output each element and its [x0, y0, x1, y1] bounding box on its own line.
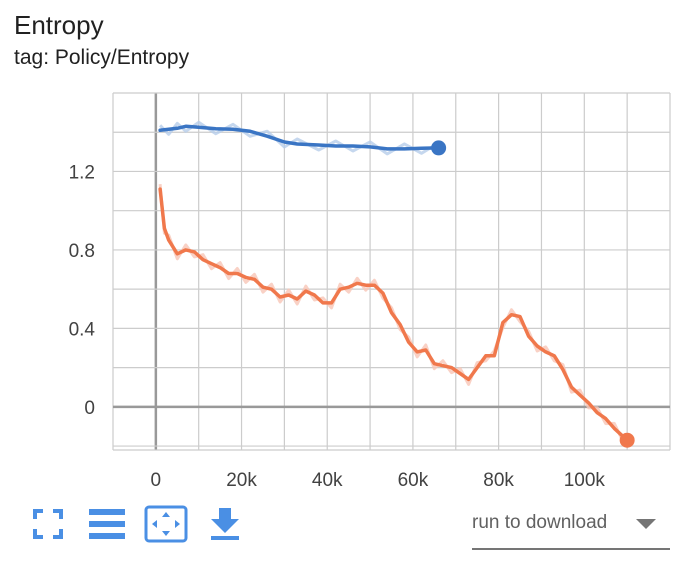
chart-title: Entropy — [14, 10, 104, 40]
chevron-down-icon — [636, 519, 656, 529]
download-icon — [211, 508, 239, 540]
x-tick-label: 40k — [312, 470, 343, 491]
download-button[interactable] — [203, 504, 247, 544]
entropy-line-chart: 0 20k 40k 60k 80k 100k 0 0.4 0.8 1.2 — [69, 92, 671, 491]
series-end-point — [431, 140, 447, 156]
x-tick-label: 20k — [226, 470, 257, 491]
fullscreen-button[interactable] — [26, 504, 70, 544]
toggle-legend-button[interactable] — [85, 504, 129, 544]
x-tick-label: 60k — [398, 470, 429, 491]
y-tick-label: 1.2 — [69, 162, 95, 183]
x-tick-label: 100k — [564, 470, 606, 491]
x-tick-label: 0 — [151, 470, 162, 491]
series-line — [158, 124, 441, 151]
legend-list-icon — [89, 509, 125, 539]
run-select-value: run to download — [472, 512, 608, 533]
series-end-point — [619, 432, 635, 448]
chart-tag-subtitle: tag: Policy/Entropy — [14, 46, 190, 69]
chart-toolbar — [26, 504, 262, 544]
x-tick-label: 80k — [483, 470, 514, 491]
run-to-download-select[interactable]: run to download — [472, 508, 670, 550]
series-raw-line — [159, 120, 440, 156]
fullscreen-icon — [33, 509, 63, 539]
series-line — [158, 187, 629, 442]
y-tick-label: 0.8 — [69, 241, 95, 262]
fit-domain-button[interactable] — [144, 504, 188, 544]
fit-domain-icon — [144, 505, 188, 543]
y-tick-label: 0.4 — [69, 319, 96, 340]
y-tick-label: 0 — [84, 398, 95, 419]
